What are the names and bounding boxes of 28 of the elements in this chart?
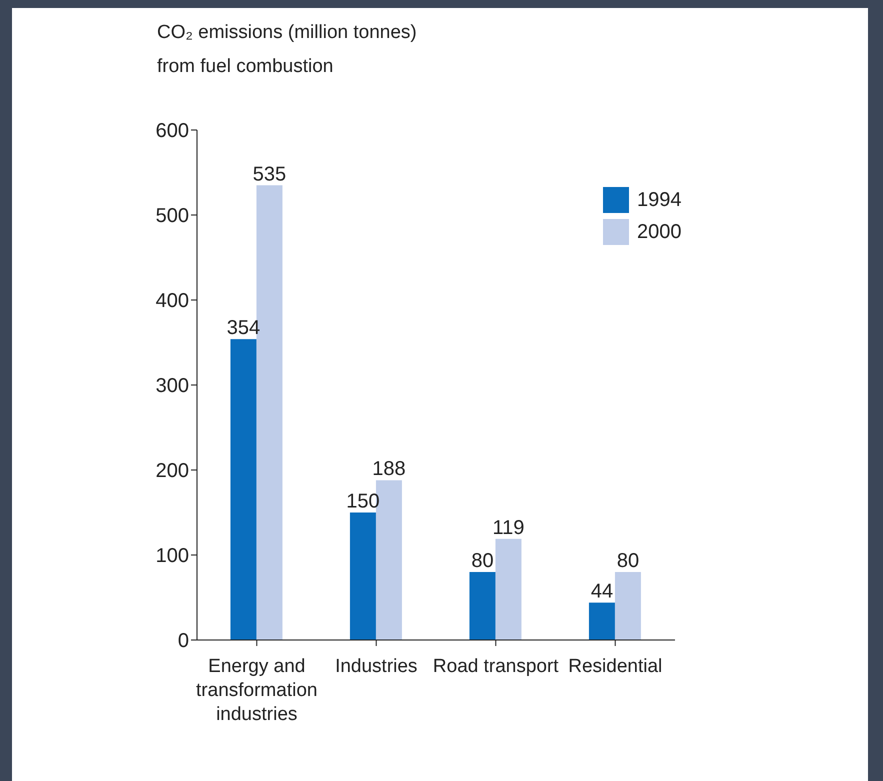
y-tick-label: 200 xyxy=(156,460,189,482)
x-tick-label: Industries xyxy=(335,656,418,677)
y-tick-label: 300 xyxy=(156,375,189,398)
bar xyxy=(495,538,522,640)
data-label: 150 xyxy=(346,490,380,512)
y-axis-title: CO₂ emissions (million tonnes) from fuel combustion xyxy=(157,21,418,79)
x-tick-label: Energy and transformation industries xyxy=(196,656,318,725)
data-label: 188 xyxy=(372,458,406,480)
y-tick-label: 600 xyxy=(156,120,189,142)
bar xyxy=(230,339,256,640)
y-tick-label: 100 xyxy=(156,545,189,568)
data-label: 80 xyxy=(471,550,494,572)
bar xyxy=(614,572,641,640)
data-label: 535 xyxy=(252,163,286,186)
bar xyxy=(588,602,615,640)
data-label: 119 xyxy=(492,516,524,539)
data-label: 354 xyxy=(226,317,260,340)
x-tick-label: Road transport xyxy=(432,656,560,677)
legend-label: 1994 xyxy=(637,188,682,212)
bar xyxy=(469,572,496,640)
y-tick-label: 500 xyxy=(156,205,189,228)
data-label: 44 xyxy=(590,580,614,603)
y-tick-label: 0 xyxy=(178,630,189,652)
bar xyxy=(350,512,376,640)
legend-label: 2000 xyxy=(637,220,682,244)
x-tick-label: Residential xyxy=(568,656,662,677)
y-tick-label: 400 xyxy=(156,290,189,312)
data-label: 80 xyxy=(616,550,640,572)
